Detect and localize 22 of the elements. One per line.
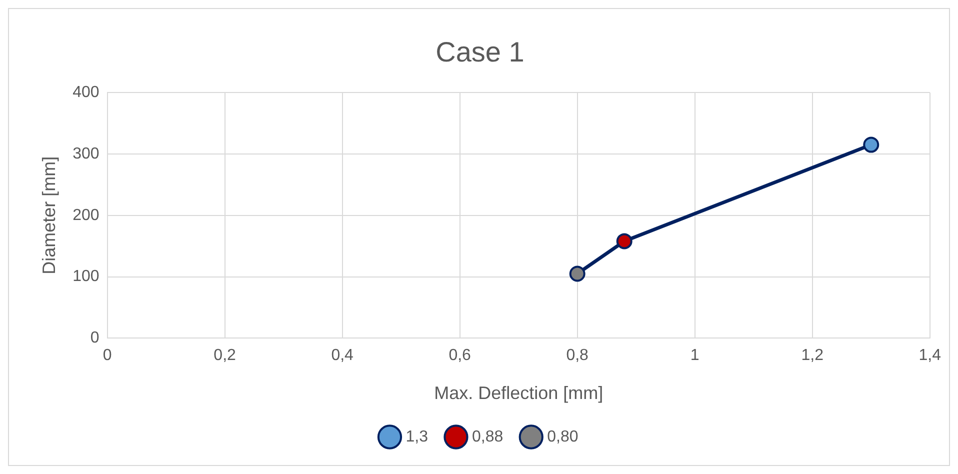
x-tick-label: 0,8 <box>566 347 589 364</box>
x-tick-label: 1,2 <box>801 347 824 364</box>
y-tick-label: 0 <box>90 330 100 347</box>
x-tick-label: 1,4 <box>918 347 942 364</box>
x-tick-label: 0,4 <box>331 347 354 364</box>
point <box>616 233 632 250</box>
y-tick-label: 200 <box>72 206 100 224</box>
x-axis-title: Max. Deflection [mm] <box>434 383 604 404</box>
legend-label: 0,88 <box>472 428 504 446</box>
y-axis-title: Diameter [mm] <box>38 156 59 274</box>
y-tick-label: 300 <box>72 145 100 162</box>
x-tick-label: 0,2 <box>214 347 236 364</box>
legend-label: 1,3 <box>406 428 428 446</box>
x-tick-label: 1 <box>690 347 700 364</box>
point <box>569 266 586 282</box>
point <box>863 136 880 153</box>
legend-label: 0,80 <box>547 428 578 446</box>
y-tick-label: 100 <box>72 268 100 286</box>
x-tick-label: 0,6 <box>448 347 472 364</box>
x-tick-label: 0 <box>102 347 112 364</box>
y-tick-label: 400 <box>72 84 100 102</box>
chart-title: Case 1 <box>436 36 524 68</box>
